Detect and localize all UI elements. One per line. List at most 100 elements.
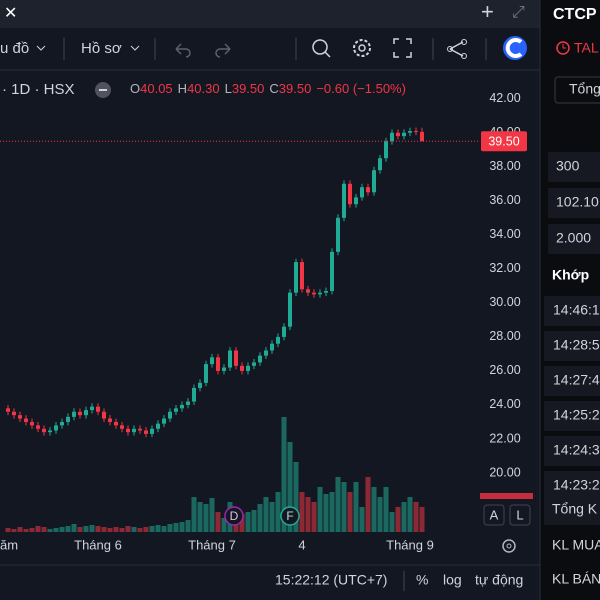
volume-bar (389, 512, 395, 532)
chart-tab[interactable]: u đồ (0, 40, 29, 57)
volume-bar (407, 497, 413, 532)
volume-bar (323, 494, 329, 532)
trade-time: 14:23:2 (553, 477, 600, 493)
candle-body (396, 132, 400, 137)
volume-bar (317, 487, 323, 532)
y-tick-label: 24.00 (489, 397, 520, 411)
redo-icon[interactable] (215, 43, 231, 58)
company-title: CTCP (553, 6, 597, 23)
volume-bar (305, 497, 311, 532)
label: O (130, 81, 140, 96)
volume-bar (161, 526, 167, 532)
x-tick-label: Tháng 6 (74, 537, 122, 552)
candle-body (222, 367, 226, 371)
candle-body (36, 425, 40, 429)
volume-bar (83, 526, 89, 532)
panel-row (544, 331, 600, 361)
candle-body (78, 411, 82, 416)
dividend-marker-label: D (230, 509, 239, 523)
candle-body (372, 170, 376, 193)
candle-body (6, 408, 10, 412)
candle-body (228, 350, 232, 368)
x-tick-label: Tháng 9 (386, 537, 434, 552)
candle-body (354, 197, 358, 205)
candle-body (312, 292, 316, 295)
close-button[interactable]: ✕ (4, 5, 17, 22)
top-bar (0, 0, 540, 28)
volume-bar (59, 527, 65, 532)
candle-body (408, 131, 412, 133)
volume-bar (53, 528, 59, 532)
y-tick-label: 20.00 (489, 465, 520, 479)
undo-icon[interactable] (175, 43, 191, 58)
settings-icon[interactable] (353, 39, 371, 57)
candle-body (186, 401, 190, 405)
auto-button[interactable] (483, 504, 505, 526)
panel-row (548, 152, 600, 182)
volume-bar (119, 528, 125, 532)
search-icon (324, 51, 331, 58)
volume-bar (65, 526, 71, 532)
volume-bar (155, 525, 161, 532)
profile-tab[interactable]: Hồ sơ (81, 40, 122, 57)
volume-marker (480, 493, 533, 499)
stat-value: 300 (556, 158, 580, 174)
panel-row (548, 188, 600, 218)
expand-button[interactable]: ⤢ (512, 4, 525, 21)
volume-bar (191, 497, 197, 532)
volume-bar (239, 514, 245, 532)
candle-body (252, 362, 256, 366)
candle-body (120, 425, 124, 429)
candle-body (240, 365, 244, 371)
auto-button-label: A (490, 507, 499, 522)
search-icon[interactable] (312, 39, 328, 55)
log-toggle[interactable]: log (443, 572, 462, 588)
y-tick-label: 42.00 (489, 91, 520, 105)
dividend-marker[interactable] (224, 506, 244, 526)
tab[interactable] (554, 76, 600, 104)
log-button[interactable] (509, 504, 531, 526)
fullscreen-icon[interactable] (393, 38, 412, 58)
candle-body (258, 355, 262, 363)
symbol-interval: · 1D · HSX (2, 81, 75, 98)
candle-body (360, 187, 364, 198)
candle-body (60, 421, 64, 426)
volume-bar (125, 526, 131, 532)
percent-toggle[interactable]: % (416, 572, 428, 588)
volume-bar (107, 528, 113, 532)
last-price-label: 39.50 (488, 135, 519, 149)
volume-bar (251, 510, 257, 532)
candle-body (66, 416, 70, 422)
trade-time: 14:24:3 (553, 442, 600, 458)
candle-body (378, 158, 382, 171)
add-button[interactable]: + (481, 0, 494, 24)
volume-bar (71, 524, 77, 532)
candle-body (72, 411, 76, 417)
trade-time: 14:27:4 (553, 372, 600, 388)
value: 40.30 (187, 81, 220, 96)
financial-marker[interactable] (280, 506, 300, 526)
volume-bar (275, 492, 281, 532)
candle-body (264, 350, 268, 356)
volume-bar (287, 442, 293, 532)
x-tick-label: Tháng 7 (188, 537, 236, 552)
candle-body (90, 406, 94, 411)
volume-bar (347, 492, 353, 532)
settings-icon[interactable] (502, 539, 516, 553)
plot: 42.0040.0038.0036.0034.0032.0030.0028.00… (0, 91, 527, 552)
clock-icon (562, 44, 566, 49)
candle-body (276, 336, 280, 344)
candle-body (246, 365, 250, 371)
trade-time: 14:46:1 (553, 302, 600, 318)
volume-bar (263, 497, 269, 532)
sell-volume: KL BÁN (552, 571, 600, 587)
volume-bar (137, 528, 143, 532)
auto-toggle[interactable]: tự động (475, 572, 523, 588)
candle-body (210, 357, 214, 365)
volume-bar (257, 504, 263, 532)
candle-body (270, 343, 274, 351)
clock-icon (556, 41, 570, 55)
y-tick-label: 36.00 (489, 193, 520, 207)
candle-body (282, 326, 286, 337)
label: L (225, 81, 232, 96)
